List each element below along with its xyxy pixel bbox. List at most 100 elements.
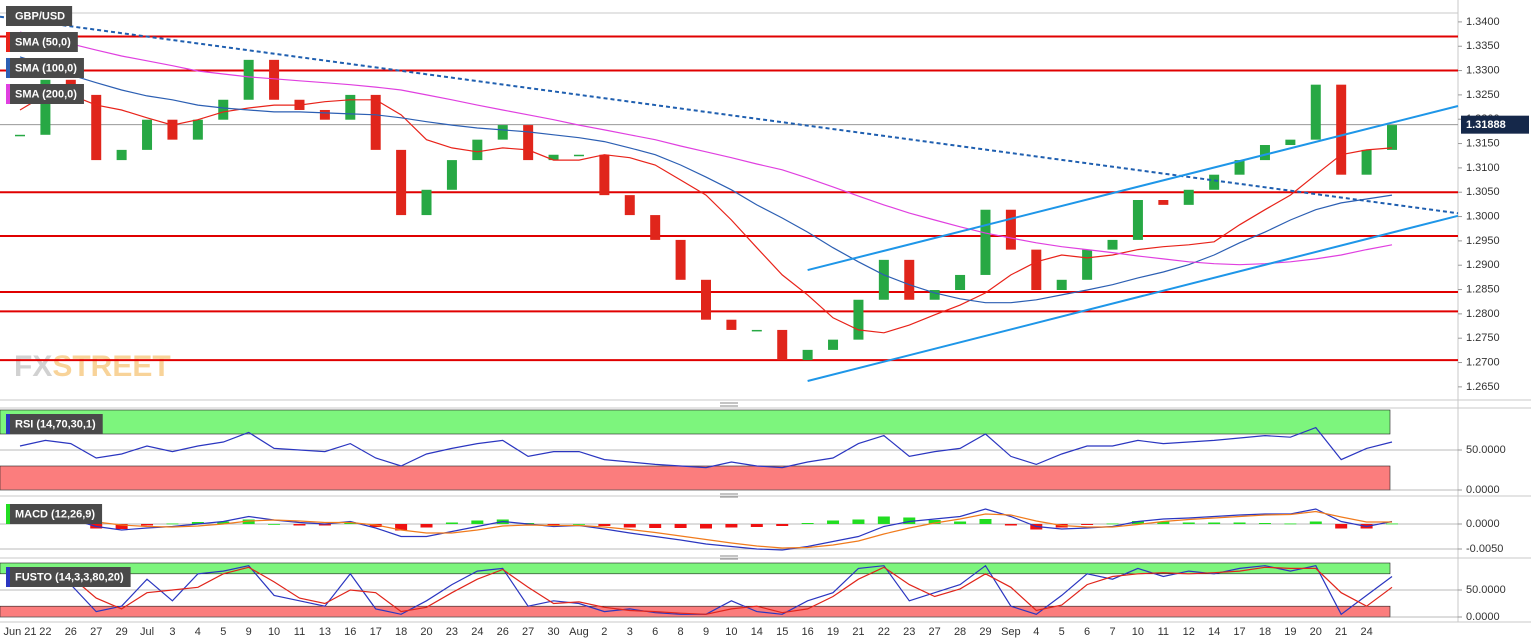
x-tick-label: 24	[1360, 626, 1372, 638]
x-tick-label: 14	[751, 626, 763, 638]
y-tick-label: 50.0000	[1466, 584, 1506, 596]
series-line	[19, 426, 1393, 469]
candle	[40, 79, 51, 135]
candle	[624, 195, 635, 216]
candle	[1107, 239, 1118, 250]
candle	[1183, 189, 1194, 205]
x-tick-label: 12	[1183, 626, 1195, 638]
panel-handle[interactable]	[720, 555, 738, 560]
x-tick-label: 20	[420, 626, 432, 638]
candle	[1310, 84, 1321, 140]
x-tick-label: 11	[294, 626, 305, 638]
legend-label: FUSTO (14,3,3,80,20)	[15, 571, 124, 583]
y-tick-label: 1.3050	[1466, 186, 1500, 198]
histogram-bar	[572, 524, 585, 525]
legend-swatch	[6, 32, 10, 52]
candle	[15, 134, 25, 137]
y-tick-label: 1.3150	[1466, 137, 1500, 149]
panel-handle[interactable]	[720, 402, 738, 407]
x-tick-label: 16	[802, 626, 814, 638]
histogram-bar	[1004, 524, 1017, 526]
x-tick-label: 19	[1284, 626, 1296, 638]
y-tick-label: 1.3350	[1466, 40, 1500, 52]
x-tick-label: Sep	[1001, 626, 1021, 638]
histogram-bar	[598, 524, 611, 526]
histogram-bar	[1157, 521, 1170, 524]
x-tick-label: 6	[652, 626, 658, 638]
histogram-bar	[877, 516, 890, 524]
histogram-bar	[1106, 523, 1119, 525]
x-tick-label: 15	[776, 626, 788, 638]
x-tick-label: 21	[852, 626, 864, 638]
candle	[980, 209, 991, 275]
y-tick-label: 1.3000	[1466, 210, 1500, 222]
candle	[396, 149, 407, 216]
candle	[1031, 249, 1042, 291]
trendline	[0, 15, 1459, 215]
last-price-box	[1461, 115, 1529, 134]
series-line	[19, 508, 1393, 551]
candle	[1285, 139, 1296, 146]
y-tick-label: 1.2800	[1466, 308, 1500, 320]
x-tick-label: 7	[1109, 626, 1115, 638]
histogram-bar	[979, 519, 992, 524]
x-tick-label: 19	[827, 626, 839, 638]
trendline	[807, 214, 1459, 382]
candle	[192, 119, 203, 140]
legend-box	[6, 414, 103, 434]
y-tick-label: 1.3400	[1466, 16, 1500, 28]
candle	[853, 299, 864, 340]
candle	[777, 329, 788, 361]
histogram-bar	[141, 524, 154, 526]
x-tick-label: Jun 21	[3, 626, 36, 638]
x-tick-label: 3	[169, 626, 175, 638]
histogram-bar	[1309, 521, 1322, 524]
x-tick-label: 21	[1335, 626, 1347, 638]
x-tick-label: 22	[878, 626, 890, 638]
x-tick-label: 11	[1158, 626, 1169, 638]
candle	[802, 349, 813, 361]
legend-box	[6, 567, 131, 587]
last-price-label: 1.31888	[1466, 119, 1506, 131]
histogram-bar	[649, 524, 662, 528]
legend-label: MACD (12,26,9)	[15, 508, 95, 520]
legend-box	[6, 6, 73, 26]
x-tick-label: 5	[220, 626, 226, 638]
histogram-bar	[903, 517, 916, 524]
histogram-bar	[1386, 523, 1398, 525]
watermark-street: STREET	[52, 350, 170, 383]
x-tick-label: 8	[678, 626, 684, 638]
panel-handle[interactable]	[720, 493, 738, 498]
histogram-bar	[166, 523, 179, 525]
x-tick-label: 4	[195, 626, 201, 638]
x-tick-label: 20	[1310, 626, 1322, 638]
x-tick-label: 10	[725, 626, 737, 638]
x-tick-label: 30	[547, 626, 559, 638]
candle	[269, 59, 280, 100]
histogram-bar	[776, 524, 789, 526]
x-tick-label: 9	[246, 626, 252, 638]
candle	[1209, 174, 1220, 190]
x-tick-label: 27	[522, 626, 534, 638]
x-tick-label: Aug	[569, 626, 589, 638]
candle	[929, 290, 940, 300]
x-tick-label: 18	[395, 626, 407, 638]
y-tick-label: 1.2900	[1466, 259, 1500, 271]
y-tick-label: 1.2750	[1466, 332, 1500, 344]
x-tick-label: 27	[90, 626, 102, 638]
zone-band	[0, 562, 1391, 575]
series-line	[19, 31, 1393, 266]
candle	[1387, 125, 1397, 150]
histogram-bar	[1258, 523, 1271, 524]
candle	[497, 125, 508, 140]
candle	[116, 149, 127, 161]
histogram-bar	[420, 524, 433, 528]
legend-swatch	[6, 58, 10, 78]
candle	[1361, 149, 1372, 175]
x-tick-label: 10	[1132, 626, 1144, 638]
histogram-bar	[1182, 522, 1195, 524]
zone-band	[0, 465, 1391, 491]
histogram-bar	[547, 524, 560, 525]
histogram-bar	[318, 524, 331, 526]
candle	[1056, 279, 1067, 291]
